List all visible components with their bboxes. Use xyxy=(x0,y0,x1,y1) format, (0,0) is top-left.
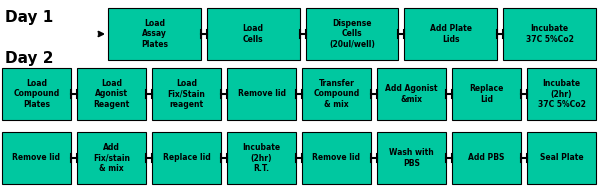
Text: Add PBS: Add PBS xyxy=(469,154,505,162)
Text: Seal Plate: Seal Plate xyxy=(539,154,583,162)
FancyBboxPatch shape xyxy=(527,132,596,184)
Text: Incubate
(2hr)
37C 5%Co2: Incubate (2hr) 37C 5%Co2 xyxy=(538,79,586,108)
FancyBboxPatch shape xyxy=(2,68,71,120)
Text: Remove lid: Remove lid xyxy=(238,89,286,98)
Text: Transfer
Compound
& mix: Transfer Compound & mix xyxy=(313,79,359,108)
FancyBboxPatch shape xyxy=(452,68,521,120)
Text: Incubate
(2hr)
R.T.: Incubate (2hr) R.T. xyxy=(242,143,281,173)
FancyBboxPatch shape xyxy=(77,68,146,120)
FancyBboxPatch shape xyxy=(302,68,371,120)
Text: Replace lid: Replace lid xyxy=(163,154,211,162)
FancyBboxPatch shape xyxy=(152,68,221,120)
Text: Incubate
37C 5%Co2: Incubate 37C 5%Co2 xyxy=(526,25,574,44)
Text: Load
Cells: Load Cells xyxy=(243,25,264,44)
Text: Remove lid: Remove lid xyxy=(313,154,361,162)
FancyBboxPatch shape xyxy=(527,68,596,120)
Text: Remove lid: Remove lid xyxy=(13,154,61,162)
FancyBboxPatch shape xyxy=(503,8,596,60)
FancyBboxPatch shape xyxy=(377,68,446,120)
Text: Load
Compound
Plates: Load Compound Plates xyxy=(13,79,59,108)
Text: Load
Fix/Stain
reagent: Load Fix/Stain reagent xyxy=(167,79,205,108)
Text: Add Plate
Lids: Add Plate Lids xyxy=(430,25,472,44)
FancyBboxPatch shape xyxy=(227,68,296,120)
Text: Load
Agonist
Reagent: Load Agonist Reagent xyxy=(94,79,130,108)
Text: Wash with
PBS: Wash with PBS xyxy=(389,148,434,168)
FancyBboxPatch shape xyxy=(452,132,521,184)
Text: Add
Fix/stain
& mix: Add Fix/stain & mix xyxy=(93,143,130,173)
FancyBboxPatch shape xyxy=(108,8,201,60)
FancyBboxPatch shape xyxy=(207,8,299,60)
FancyBboxPatch shape xyxy=(305,8,398,60)
FancyBboxPatch shape xyxy=(302,132,371,184)
Text: Day 1: Day 1 xyxy=(5,10,53,25)
Text: Day 2: Day 2 xyxy=(5,51,53,66)
FancyBboxPatch shape xyxy=(77,132,146,184)
Text: Load
Assay
Plates: Load Assay Plates xyxy=(141,19,168,49)
Text: Add Agonist
&mix: Add Agonist &mix xyxy=(385,85,438,104)
FancyBboxPatch shape xyxy=(152,132,221,184)
FancyBboxPatch shape xyxy=(377,132,446,184)
FancyBboxPatch shape xyxy=(2,132,71,184)
FancyBboxPatch shape xyxy=(227,132,296,184)
Text: Replace
Lid: Replace Lid xyxy=(469,85,503,104)
Text: Dispense
Cells
(20ul/well): Dispense Cells (20ul/well) xyxy=(329,19,375,49)
FancyBboxPatch shape xyxy=(404,8,497,60)
